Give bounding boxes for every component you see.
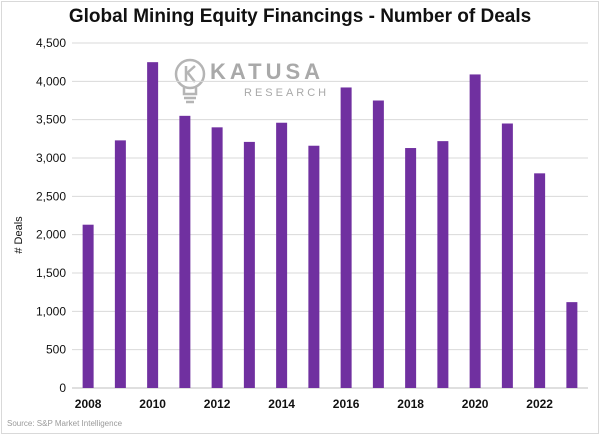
bar-2009 <box>114 140 126 388</box>
x-tick-label: 2012 <box>204 397 231 411</box>
watermark-subword: RESEARCH <box>244 87 330 99</box>
x-tick-label: 2014 <box>268 397 295 411</box>
y-tick-labels: 0 500 1,000 1,500 2,000 2,500 3,000 3,500 4,000 4… <box>36 36 66 395</box>
x-tick-label: 2018 <box>397 397 424 411</box>
y-tick-label: 1,500 <box>36 266 66 280</box>
bar-2021 <box>501 123 513 388</box>
bar-2010 <box>147 62 159 389</box>
bars <box>82 62 578 389</box>
x-tick-label: 2008 <box>75 397 102 411</box>
x-tick-label: 2022 <box>526 397 553 411</box>
bar-2018 <box>405 148 417 388</box>
bar-2008 <box>82 224 94 388</box>
bar-2014 <box>276 122 288 388</box>
lightbulb-k-icon <box>174 58 206 104</box>
bar-2022 <box>534 173 546 388</box>
bar-2017 <box>372 100 384 388</box>
bar-2011 <box>179 115 191 388</box>
y-tick-label: 4,000 <box>36 74 66 88</box>
bar-2015 <box>308 145 320 388</box>
y-tick-label: 0 <box>59 381 66 395</box>
chart-title: Global Mining Equity Financings - Number… <box>68 6 532 27</box>
y-tick-label: 3,500 <box>36 113 66 127</box>
bar-2020 <box>469 74 481 388</box>
bar-2019 <box>437 141 449 388</box>
bar-2023 <box>566 302 578 388</box>
y-tick-label: 3,000 <box>36 151 66 165</box>
y-tick-label: 1,000 <box>36 304 66 318</box>
x-tick-label: 2020 <box>462 397 489 411</box>
y-tick-label: 2,500 <box>36 189 66 203</box>
x-tick-label: 2016 <box>333 397 360 411</box>
bar-2012 <box>211 127 223 388</box>
y-axis-label: # Deals <box>13 216 25 254</box>
x-tick-label: 2010 <box>139 397 166 411</box>
watermark-word: KATUSA <box>210 59 325 84</box>
bar-2013 <box>243 141 255 388</box>
source-note: Source: S&P Market Intelligence <box>7 419 123 428</box>
y-tick-label: 2,000 <box>36 228 66 242</box>
katusa-watermark: KATUSA RESEARCH <box>172 57 352 107</box>
y-tick-label: 4,500 <box>36 36 66 50</box>
bar-2016 <box>340 87 352 388</box>
x-tick-labels: 2008 2010 2012 2014 2016 2018 2020 2022 <box>75 397 554 411</box>
y-tick-label: 500 <box>46 343 66 357</box>
